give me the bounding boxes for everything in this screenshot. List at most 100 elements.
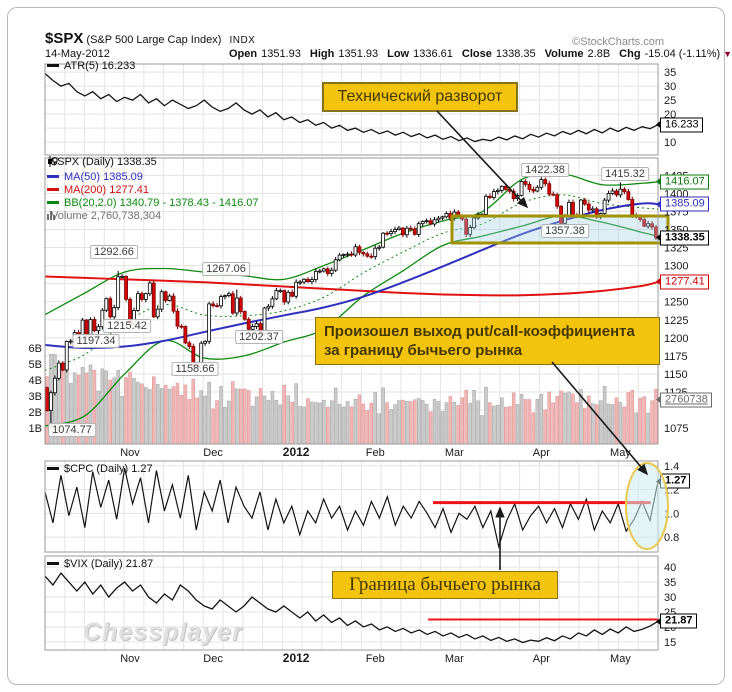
svg-text:35: 35 [664,577,676,589]
ma200-line-swatch [47,187,59,191]
svg-text:25: 25 [664,95,676,107]
svg-text:Feb: Feb [366,653,385,665]
svg-text:1150: 1150 [664,369,688,381]
price-label: 1074.77 [48,423,96,437]
svg-text:Feb: Feb [366,447,385,459]
price-label: 1292.66 [90,245,138,259]
axis-value-tag: 1.27 [660,473,691,489]
svg-text:Mar: Mar [445,447,464,459]
ohlc-value: 2.8B [587,48,611,60]
svg-text:1250: 1250 [664,297,688,309]
price-label: 1197.34 [72,334,120,348]
svg-text:May: May [610,653,631,665]
svg-text:10: 10 [664,137,676,149]
chart-title: $SPX (S&P 500 Large Cap Index) INDX [45,30,255,47]
svg-text:Mar: Mar [445,653,464,665]
svg-text:1225: 1225 [664,315,688,327]
legend-spx: $SPX (Daily) 1338.35 [47,156,157,168]
bb-line-swatch [47,200,59,204]
annotation-putcall: Произошел выход put/call-коэффициента за… [315,317,660,365]
ohlc-key: High [309,48,335,60]
price-label: 1215.42 [103,319,151,333]
price-label: 1267.06 [202,262,250,276]
ohlc-key: Low [387,48,410,60]
axis-value-tag: 2760738 [660,392,712,408]
axis-value-tag: 1277.41 [660,274,709,290]
svg-text:3B: 3B [29,391,42,403]
axis-value-tag: 21.87 [660,613,697,629]
volume-bars [45,354,658,445]
ma50-line-swatch [47,174,59,178]
ohlc-key: Open [229,48,258,60]
ohlc-key: Close [461,48,492,60]
annotation-bull-border: Граница бычьего рынка [332,571,558,599]
atr-panel-border [44,63,659,156]
cpc-line-swatch [47,466,59,470]
svg-text:1075: 1075 [664,423,688,435]
legend-cpc: $CPC (Daily) 1.27 [47,463,153,475]
copyright: ©StockCharts.com [572,36,664,48]
change-down-icon: ▼ [723,49,732,59]
annotation-tech-reversal: Технический разворот [322,82,518,112]
svg-text:15: 15 [664,637,676,649]
legend-ma200: MA(200) 1277.41 [47,184,149,196]
price-label: 1415.32 [601,167,649,181]
axis-value-tag: 1416.07 [660,174,709,190]
atr-line [44,73,659,143]
chart-date: 14-May-2012 [45,48,110,60]
ohlc-value: -15.04 (-1.11%) [644,48,721,60]
svg-text:30: 30 [664,592,676,604]
svg-text:Dec: Dec [203,653,223,665]
svg-text:4B: 4B [29,375,42,387]
svg-text:1200: 1200 [664,333,688,345]
price-label: 1202.37 [235,330,283,344]
ohlc-value: 1351.93 [338,48,379,60]
watermark: Chessplayer [83,618,243,646]
svg-text:1B: 1B [29,423,42,435]
svg-text:2B: 2B [29,407,42,419]
svg-text:1.4: 1.4 [664,461,679,473]
svg-text:35: 35 [664,67,676,79]
ohlc-value: 1338.35 [495,48,536,60]
svg-text:Apr: Apr [533,447,550,459]
svg-text:1.0: 1.0 [664,508,679,520]
svg-text:2012: 2012 [283,651,310,665]
svg-text:Nov: Nov [120,447,140,459]
svg-text:30: 30 [664,81,676,93]
symbol: $SPX [45,30,84,47]
legend-ma50: MA(50) 1385.09 [47,171,143,183]
svg-text:Dec: Dec [203,447,223,459]
axis-value-tag: 1338.35 [660,230,709,246]
svg-text:1300: 1300 [664,261,688,273]
ohlc-value: 1336.61 [413,48,453,60]
price-label: 1422.38 [521,163,569,177]
svg-text:1175: 1175 [664,351,688,363]
svg-text:1325: 1325 [664,243,688,255]
exchange-label: INDX [229,35,256,46]
axis-value-tag: 16.233 [660,117,703,133]
ohlc-value: 1351.93 [261,48,301,60]
legend-vix: $VIX (Daily) 21.87 [47,558,153,570]
svg-text:Nov: Nov [120,653,140,665]
svg-text:0.8: 0.8 [664,532,679,544]
svg-text:5B: 5B [29,359,42,371]
price-label: 1158.66 [171,362,219,376]
legend-bb: BB(20,2.0) 1340.79 - 1378.43 - 1416.07 [47,197,258,209]
ohlc-summary: Open 1351.93 High 1351.93 Low 1336.61 Close 133… [220,48,732,60]
axis-value-tag: 1385.09 [660,196,709,212]
symbol-name: (S&P 500 Large Cap Index) [86,34,222,46]
ohlc-key: Volume [544,48,584,60]
svg-text:May: May [610,447,631,459]
svg-text:Apr: Apr [533,653,550,665]
vix-line-swatch [47,561,59,565]
svg-text:40: 40 [664,562,676,574]
ohlc-key: Chg [619,48,641,60]
svg-text:2012: 2012 [283,445,310,459]
svg-text:6B: 6B [29,343,42,355]
atr-line-swatch [47,63,59,67]
price-label: 1357.38 [541,224,589,238]
legend-volume: Volume 2,760,738,304 [47,210,161,222]
legend-atr: ATR(5) 16.233 [47,60,135,72]
vix-panel-border [44,555,659,651]
